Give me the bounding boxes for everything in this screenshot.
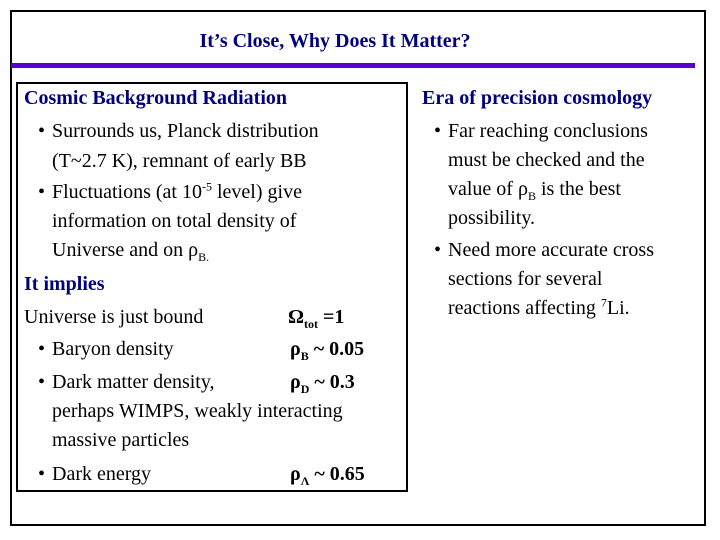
cmb-bullet-2-line-1: Fluctuations (at 10-5 level) give bbox=[38, 179, 302, 203]
rho-d-value: ρD ~ 0.3 bbox=[290, 371, 355, 395]
omega-value: =1 bbox=[318, 306, 345, 328]
precision-bullet-2-text: Need more accurate cross bbox=[448, 239, 654, 261]
omega-total: Ωtot =1 bbox=[288, 306, 345, 330]
rho-d-symbol: ρ bbox=[290, 371, 301, 393]
precision-bullet-2-line-1: Need more accurate cross bbox=[434, 239, 654, 261]
rho-d-subscript: D bbox=[300, 382, 310, 396]
rho-lambda-value: ρΛ ~ 0.65 bbox=[290, 463, 365, 487]
rho-d-number: ~ 0.3 bbox=[309, 371, 355, 393]
fluct-exponent: -5 bbox=[201, 179, 212, 194]
rho-b-value: ρB ~ 0.05 bbox=[290, 338, 365, 362]
cmb-bullet-1-line-1: Surrounds us, Planck distribution bbox=[38, 120, 319, 142]
precision-bullet-1-line-3: value of ρB is the best bbox=[448, 178, 621, 202]
lithium-mass-number: 7 bbox=[600, 295, 607, 310]
is-best-text: is the best bbox=[535, 178, 621, 200]
slide-title: It’s Close, Why Does It Matter? bbox=[199, 30, 471, 52]
title-rule bbox=[11, 63, 695, 68]
precision-bullet-1-line-4: possibility. bbox=[448, 207, 536, 229]
lithium-text: Li. bbox=[606, 297, 630, 319]
rho-subscript: B. bbox=[198, 250, 210, 264]
slide-frame bbox=[10, 10, 706, 526]
value-of-text: value of bbox=[448, 178, 518, 200]
dark-energy-label: Dark energy bbox=[38, 463, 152, 485]
right-rho-subscript: B bbox=[527, 189, 536, 203]
fluct-pre: Fluctuations (at 10 bbox=[52, 181, 202, 203]
precision-bullet-1-text: Far reaching conclusions bbox=[448, 120, 648, 142]
right-rho-symbol: ρ bbox=[517, 178, 528, 200]
rho-b-number: ~ 0.05 bbox=[308, 338, 365, 360]
rho-b-symbol: ρ bbox=[290, 338, 301, 360]
dark-matter-text: Dark matter density, bbox=[52, 371, 215, 393]
cmb-bullet-2-line-2: information on total density of bbox=[52, 210, 297, 232]
universe-bound: Universe is just bound bbox=[24, 306, 204, 328]
dark-matter-label: Dark matter density, bbox=[38, 371, 215, 393]
dark-energy-text: Dark energy bbox=[52, 463, 152, 485]
wimps-line-1: perhaps WIMPS, weakly interacting bbox=[52, 400, 343, 422]
precision-bullet-1-line-1: Far reaching conclusions bbox=[434, 120, 648, 142]
cmb-bullet-2-line-3: Universe and on ρB. bbox=[52, 239, 209, 263]
left-content-box bbox=[16, 82, 408, 492]
rho-lambda-subscript: Λ bbox=[300, 474, 310, 488]
cmb-bullet-1-line-2: (T~2.7 K), remnant of early BB bbox=[52, 150, 307, 172]
baryon-density-label: Baryon density bbox=[38, 338, 174, 360]
precision-bullet-1-line-2: must be checked and the bbox=[448, 149, 645, 171]
omega-symbol: Ω bbox=[288, 306, 305, 328]
rho-lambda-symbol: ρ bbox=[290, 463, 301, 485]
universe-text: Universe and on bbox=[52, 239, 189, 261]
precision-bullet-2-line-2: sections for several bbox=[448, 268, 603, 290]
wimps-line-2: massive particles bbox=[52, 429, 190, 451]
cmb-heading: Cosmic Background Radiation bbox=[24, 87, 288, 109]
rho-symbol: ρ bbox=[188, 239, 199, 261]
precision-heading: Era of precision cosmology bbox=[422, 87, 653, 109]
cmb-bullet-1-text: Surrounds us, Planck distribution bbox=[52, 120, 319, 142]
precision-bullet-2-line-3: reactions affecting 7Li. bbox=[448, 295, 630, 319]
implies-heading: It implies bbox=[24, 273, 105, 295]
fluct-post: level) give bbox=[211, 181, 302, 203]
reactions-text: reactions affecting bbox=[448, 297, 601, 319]
baryon-text: Baryon density bbox=[52, 338, 174, 360]
omega-subscript: tot bbox=[304, 317, 319, 331]
rho-b-subscript: B bbox=[300, 349, 309, 363]
rho-lambda-number: ~ 0.65 bbox=[309, 463, 365, 485]
